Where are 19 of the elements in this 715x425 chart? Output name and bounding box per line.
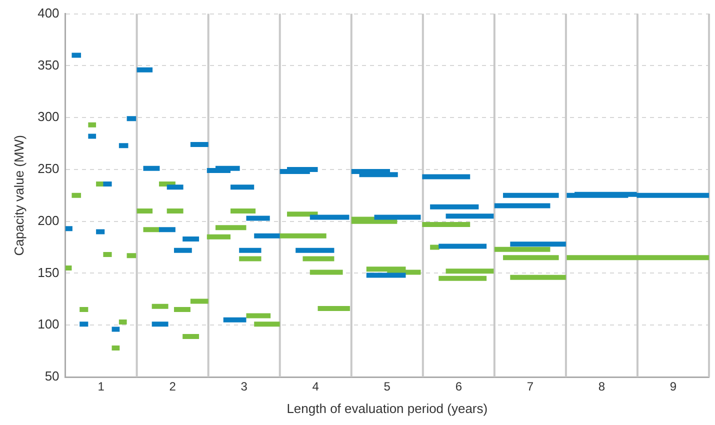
y-tick-label: 200	[38, 212, 60, 228]
x-tick-label: 3	[240, 380, 248, 394]
y-tick-label: 100	[38, 316, 60, 332]
x-tick-label: 6	[455, 380, 462, 394]
y-axis-title: Capacity value (MW)	[11, 135, 26, 256]
x-tick-label: 4	[312, 380, 320, 394]
x-axis-title: Length of evaluation period (years)	[286, 400, 488, 416]
y-tick-label: 150	[38, 264, 60, 280]
y-tick-label: 300	[38, 109, 60, 124]
x-tick-label: 1	[98, 380, 105, 394]
y-tick-label: 350	[38, 57, 60, 72]
y-tick-label: 250	[38, 161, 60, 176]
x-tick-label: 9	[670, 380, 677, 394]
x-tick-label: 5	[384, 380, 391, 394]
x-tick-label: 2	[169, 380, 176, 394]
x-tick-label: 8	[598, 380, 606, 394]
y-tick-label: 50	[44, 368, 60, 384]
x-tick-label: 7	[526, 380, 534, 394]
y-tick-label: 400	[38, 5, 60, 20]
